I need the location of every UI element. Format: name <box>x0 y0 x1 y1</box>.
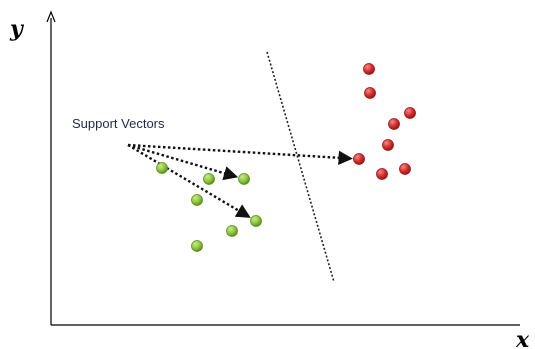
data-points <box>156 63 416 252</box>
decision-boundary <box>266 51 335 283</box>
red-point-5 <box>382 139 394 151</box>
red-point-1 <box>363 63 375 75</box>
red-point-6 <box>353 153 365 165</box>
support-vector-arrows <box>127 143 353 218</box>
y-axis-arrow-icon <box>46 10 56 23</box>
red-point-8 <box>376 168 388 180</box>
support-vector-arrow-3 <box>127 143 353 165</box>
green-point-6 <box>226 225 238 237</box>
y-axis-label: y <box>9 16 25 42</box>
green-point-2 <box>203 173 215 185</box>
red-point-4 <box>388 118 400 130</box>
red-point-7 <box>399 163 411 175</box>
red-point-2 <box>364 87 376 99</box>
x-axis-label: x <box>515 327 530 349</box>
support-vector-arrow-1 <box>127 143 239 181</box>
green-point-1 <box>156 162 168 174</box>
green-point-3 <box>238 173 250 185</box>
support-vector-arrow-2 <box>127 143 251 218</box>
green-point-4 <box>191 194 203 206</box>
green-point-5 <box>250 215 262 227</box>
support-vectors-label: Support Vectors <box>72 116 165 131</box>
red-point-3 <box>404 107 416 119</box>
green-point-7 <box>191 240 203 252</box>
